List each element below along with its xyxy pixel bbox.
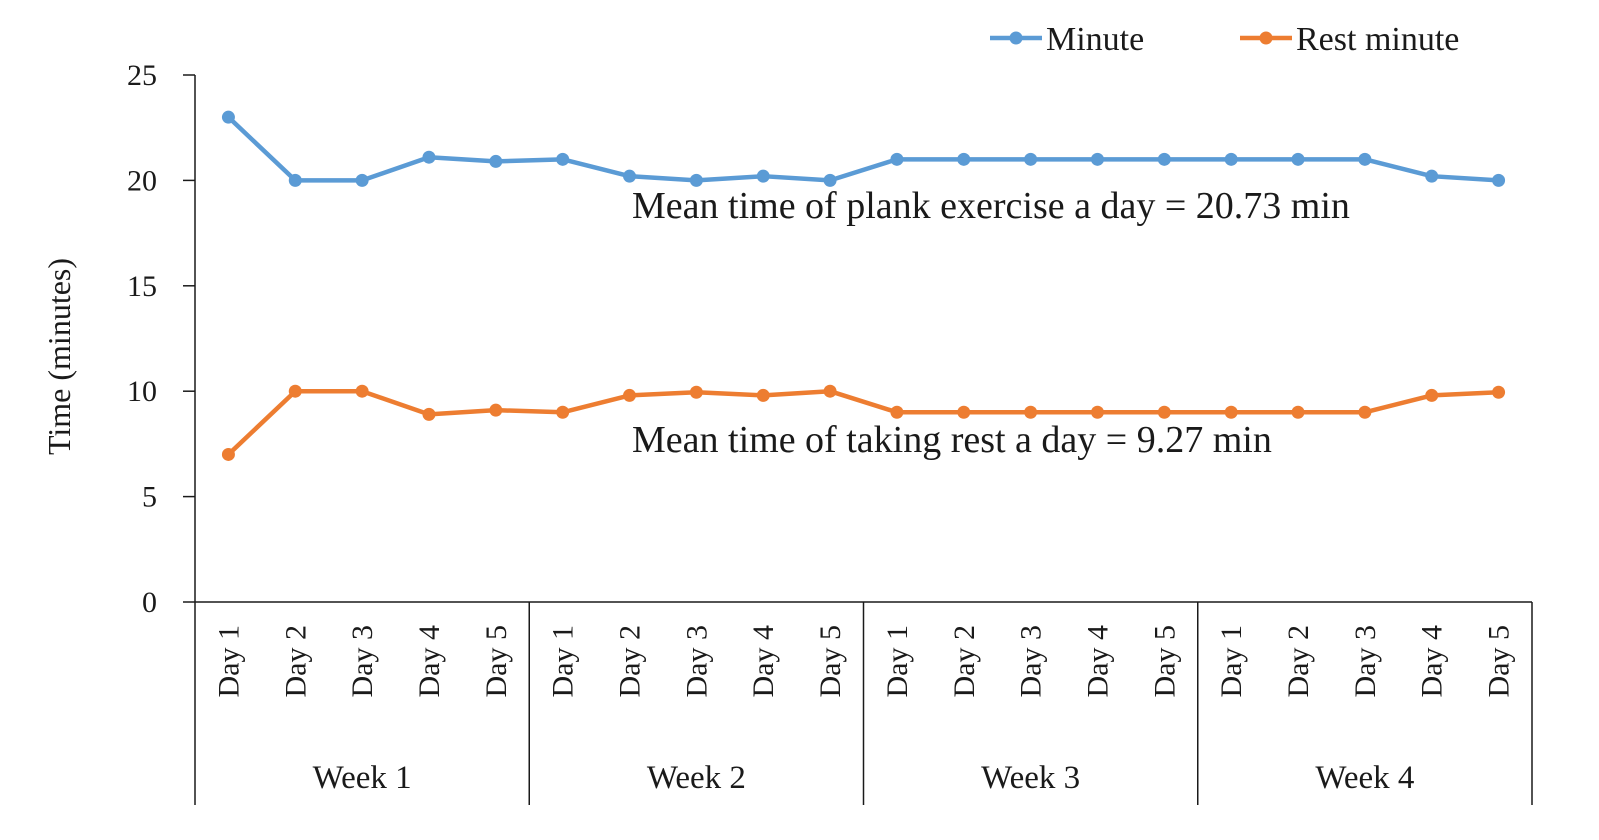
series-rest-minute [221,384,1506,461]
day-tick-label: Day 2 [614,625,647,697]
data-point [1157,152,1171,166]
data-point [890,405,904,419]
data-point [221,447,235,461]
data-point [1224,152,1238,166]
data-point [756,169,770,183]
day-tick-label: Day 5 [1148,625,1181,697]
data-point [1425,169,1439,183]
annotations: Mean time of plank exercise a day = 20.7… [632,185,1350,461]
data-point [489,403,503,417]
data-point [1090,405,1104,419]
data-point [1157,405,1171,419]
day-tick-label: Day 2 [1282,625,1315,697]
data-point [1090,152,1104,166]
series-line [226,115,1499,183]
legend-item: Minute [990,21,1144,58]
data-point [689,173,703,187]
week-label: Week 2 [647,760,746,796]
day-tick-label: Day 3 [1349,625,1382,697]
day-tick-label: Day 3 [1015,625,1048,697]
day-tick-label: Day 2 [948,625,981,697]
mean-annotation: Mean time of plank exercise a day = 20.7… [632,185,1350,227]
data-point [355,384,369,398]
x-axis-categories: Day 1 Day 2 Day 3 Day 4 Day 5 Week 1 Day 1 Day … [212,602,1533,805]
day-tick-label: Day 4 [1416,625,1449,697]
y-tick-label: 0 [142,586,157,619]
day-tick-label: Day 2 [279,625,312,697]
data-point [823,384,837,398]
data-point [1492,385,1506,399]
data-point [1358,152,1372,166]
day-tick-label: Day 4 [413,625,446,697]
data-point [489,154,503,168]
day-tick-label: Day 3 [346,625,379,697]
data-point [623,169,637,183]
data-point [1224,405,1238,419]
data-point [221,110,235,124]
y-axis-ticks: 0 5 10 15 20 25 [127,59,195,619]
data-point [1024,152,1038,166]
data-point [957,152,971,166]
day-tick-label: Day 4 [747,625,780,697]
series-layer [221,110,1506,461]
data-point [355,173,369,187]
data-point [1291,405,1305,419]
legend-label: Rest minute [1296,21,1459,58]
data-point [556,405,570,419]
day-tick-label: Day 3 [680,625,713,697]
legend-marker [1259,31,1273,45]
data-point [623,388,637,402]
day-tick-label: Day 1 [212,625,245,697]
day-tick-label: Day 4 [1081,625,1114,697]
data-point [689,385,703,399]
y-tick-label: 5 [142,481,157,514]
week-label: Week 3 [981,760,1080,796]
y-tick-label: 20 [127,164,157,197]
data-point [957,405,971,419]
legend: Minute Rest minute [990,21,1459,58]
series-minute [221,110,1506,187]
data-point [823,173,837,187]
day-tick-label: Day 1 [547,625,580,697]
y-tick-label: 25 [127,59,157,92]
data-point [1291,152,1305,166]
legend-label: Minute [1046,21,1144,58]
day-tick-label: Day 5 [1483,625,1516,697]
day-tick-label: Day 5 [480,625,513,697]
data-point [1358,405,1372,419]
legend-marker [1009,31,1023,45]
data-point [556,152,570,166]
data-point [756,388,770,402]
data-point [890,152,904,166]
y-axis-title: Time (minutes) [41,258,77,455]
data-point [288,173,302,187]
data-point [1492,173,1506,187]
data-point [422,150,436,164]
legend-item: Rest minute [1240,21,1459,58]
week-label: Week 1 [313,760,412,796]
y-tick-label: 15 [127,270,157,303]
series-line [226,388,1499,457]
data-point [1024,405,1038,419]
data-point [288,384,302,398]
data-point [422,407,436,421]
mean-annotation: Mean time of taking rest a day = 9.27 mi… [632,419,1272,461]
data-point [1425,388,1439,402]
day-tick-label: Day 5 [814,625,847,697]
day-tick-label: Day 1 [881,625,914,697]
week-label: Week 4 [1315,760,1414,796]
day-tick-label: Day 1 [1215,625,1248,697]
y-tick-label: 10 [127,375,157,408]
